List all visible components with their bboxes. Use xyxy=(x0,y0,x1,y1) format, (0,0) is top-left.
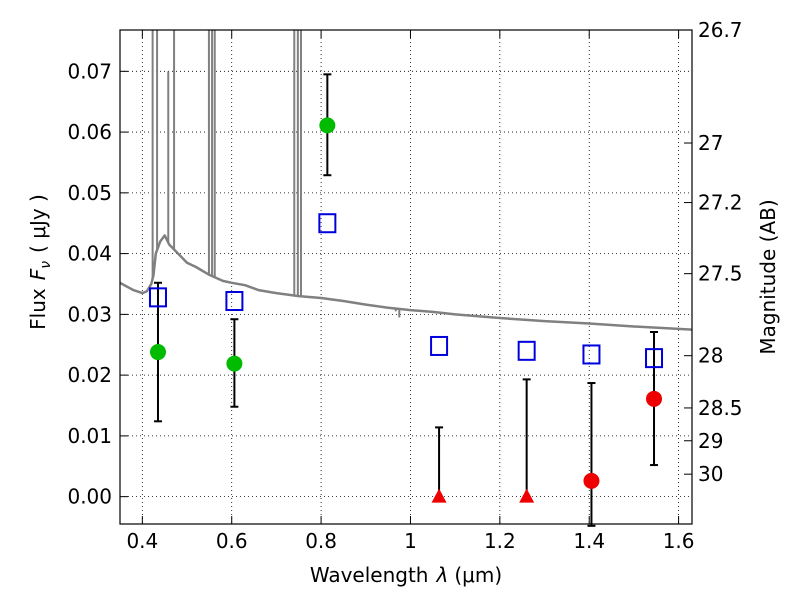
y2-tick-label: 28.5 xyxy=(698,396,743,420)
y-tick-label: 0.03 xyxy=(67,302,112,326)
nondetection-point xyxy=(646,390,663,407)
y2-tick-label: 29 xyxy=(698,429,723,453)
sed-model-layer xyxy=(119,30,693,331)
marker-layer xyxy=(148,117,664,503)
x-tick-label: 0.8 xyxy=(305,529,337,553)
model-photometry-point xyxy=(582,344,601,365)
x-tick-label: 0.4 xyxy=(126,529,158,553)
y-tick-label: 0.02 xyxy=(67,363,112,387)
y-axis-title: FluxFν( μJy ) xyxy=(26,194,54,330)
plot-frame xyxy=(119,29,693,525)
y2-tick-label: 27.2 xyxy=(698,191,743,215)
model-photometry-point xyxy=(645,348,664,369)
y2-tick-label: 30 xyxy=(698,462,723,486)
x-tick-label: 0.6 xyxy=(216,529,248,553)
detection-point xyxy=(149,344,166,361)
x-axis-title: Wavelength λ (μm) xyxy=(310,563,502,587)
y2-tick-label: 26.7 xyxy=(698,18,743,42)
nondetection-point xyxy=(583,472,600,489)
ticks: 0.4 0.6 0.8 1 1.2 1.4 1.6 0.00 0.01 0.02 0.03 0.04 0… xyxy=(67,18,742,553)
detection-point xyxy=(226,355,243,372)
x-tick-label: 1.4 xyxy=(573,529,605,553)
model-photometry-point xyxy=(318,213,337,234)
y-tick-label: 0.00 xyxy=(67,485,112,509)
detection-point xyxy=(319,117,336,134)
y2-axis-title: Magnitude (AB) xyxy=(756,199,780,354)
model-photometry-point xyxy=(225,291,244,312)
y-tick-label: 0.04 xyxy=(67,242,112,266)
y-tick-label: 0.01 xyxy=(67,424,112,448)
x-tick-label: 1.6 xyxy=(663,529,695,553)
model-photometry-point xyxy=(430,335,449,356)
grid xyxy=(120,30,692,524)
y2-tick-label: 27.5 xyxy=(698,262,743,286)
x-tick-label: 1 xyxy=(404,529,417,553)
y-tick-label: 0.06 xyxy=(67,120,112,144)
plot-background xyxy=(120,30,692,524)
model-photometry-point xyxy=(517,340,536,361)
y-tick-label: 0.05 xyxy=(67,181,112,205)
upper-limit-marker xyxy=(519,488,535,503)
x-tick-label: 1.2 xyxy=(484,529,516,553)
model-photometry-point xyxy=(148,287,167,308)
upper-limit-marker xyxy=(431,488,447,503)
y2-tick-label: 27 xyxy=(698,131,723,155)
sed-model-line xyxy=(119,234,693,331)
y-tick-label: 0.07 xyxy=(67,59,112,83)
y2-tick-label: 28 xyxy=(698,344,723,368)
